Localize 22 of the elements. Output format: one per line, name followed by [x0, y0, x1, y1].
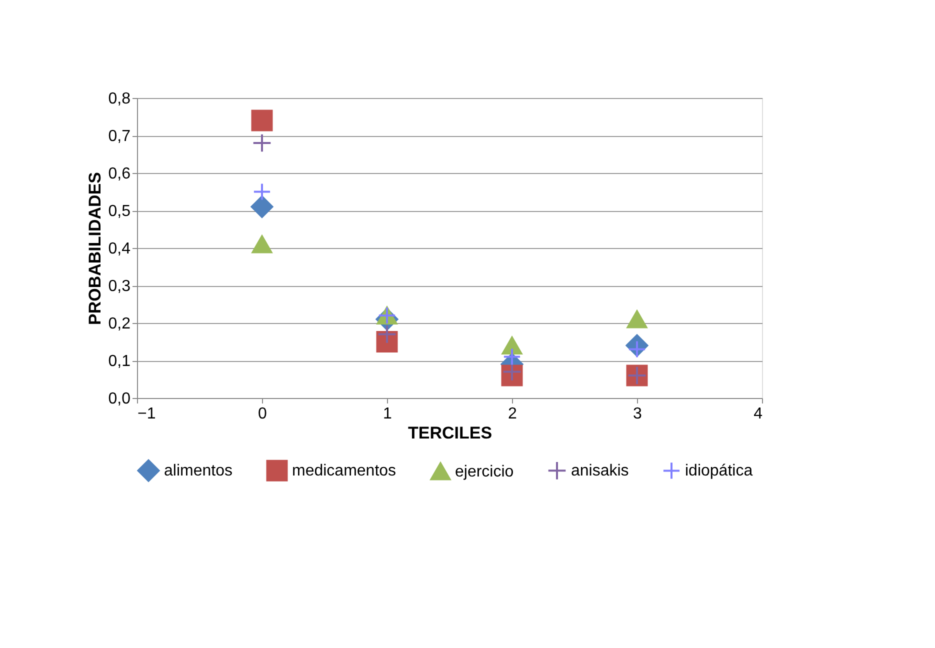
y-axis-title: PROBABILIDADES: [85, 172, 104, 326]
y-tick-label: 0,5: [108, 203, 131, 220]
y-tick-label: 0,1: [108, 353, 131, 370]
legend-label: ejercicio: [455, 463, 514, 480]
y-tick-label: 0,2: [108, 316, 131, 332]
legend-label: idiopática: [685, 462, 753, 480]
x-tick-label: 0: [258, 406, 268, 422]
x-tick-label: 1: [383, 406, 392, 422]
x-tick-label: 2: [508, 406, 518, 422]
y-tick-label: 0,6: [108, 166, 131, 182]
y-tick-label: 0,8: [108, 90, 131, 108]
x-tick-label: 3: [633, 406, 642, 422]
y-tick-label: 0,0: [108, 390, 131, 408]
y-tick-label: 0,4: [108, 240, 131, 258]
x-tick-label: 4: [754, 406, 763, 422]
legend-label: medicamentos: [292, 462, 396, 480]
x-tick-label: −1: [138, 406, 156, 422]
y-tick-label: 0,3: [108, 278, 131, 295]
legend-label: anisakis: [571, 462, 629, 480]
legend-label: alimentos: [164, 462, 232, 480]
x-axis-title: TERCILES: [408, 424, 492, 442]
y-tick-label: 0,7: [108, 128, 131, 145]
